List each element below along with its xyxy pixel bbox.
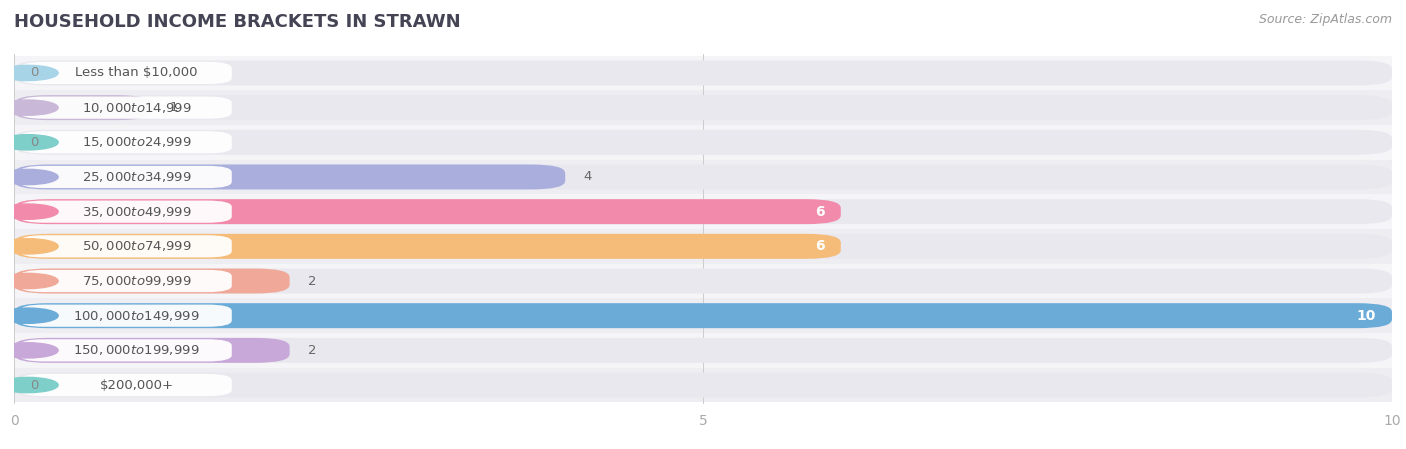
Text: 6: 6 bbox=[814, 205, 824, 219]
Text: 10: 10 bbox=[1355, 308, 1375, 323]
Circle shape bbox=[0, 204, 58, 219]
FancyBboxPatch shape bbox=[14, 303, 1392, 328]
FancyBboxPatch shape bbox=[14, 229, 1392, 264]
FancyBboxPatch shape bbox=[14, 234, 841, 259]
Circle shape bbox=[0, 239, 58, 254]
FancyBboxPatch shape bbox=[20, 235, 232, 257]
FancyBboxPatch shape bbox=[14, 199, 1392, 224]
Text: Less than $10,000: Less than $10,000 bbox=[76, 66, 198, 79]
Circle shape bbox=[0, 378, 58, 393]
Text: $200,000+: $200,000+ bbox=[100, 379, 174, 392]
Text: $25,000 to $34,999: $25,000 to $34,999 bbox=[82, 170, 191, 184]
FancyBboxPatch shape bbox=[14, 338, 290, 363]
FancyBboxPatch shape bbox=[20, 97, 232, 119]
Text: 4: 4 bbox=[583, 171, 592, 184]
FancyBboxPatch shape bbox=[20, 62, 232, 84]
FancyBboxPatch shape bbox=[14, 303, 1392, 328]
FancyBboxPatch shape bbox=[20, 304, 232, 327]
FancyBboxPatch shape bbox=[14, 61, 1392, 85]
Circle shape bbox=[0, 169, 58, 185]
FancyBboxPatch shape bbox=[14, 125, 1392, 160]
Text: 6: 6 bbox=[814, 239, 824, 253]
FancyBboxPatch shape bbox=[14, 234, 1392, 259]
FancyBboxPatch shape bbox=[14, 199, 841, 224]
Text: $150,000 to $199,999: $150,000 to $199,999 bbox=[73, 343, 200, 357]
Text: $75,000 to $99,999: $75,000 to $99,999 bbox=[82, 274, 191, 288]
FancyBboxPatch shape bbox=[14, 90, 1392, 125]
FancyBboxPatch shape bbox=[20, 201, 232, 223]
FancyBboxPatch shape bbox=[14, 298, 1392, 333]
Circle shape bbox=[0, 65, 58, 80]
Circle shape bbox=[0, 135, 58, 150]
FancyBboxPatch shape bbox=[14, 95, 1392, 120]
Text: 2: 2 bbox=[308, 274, 316, 287]
Circle shape bbox=[0, 100, 58, 115]
Text: HOUSEHOLD INCOME BRACKETS IN STRAWN: HOUSEHOLD INCOME BRACKETS IN STRAWN bbox=[14, 13, 461, 31]
FancyBboxPatch shape bbox=[14, 130, 1392, 155]
Text: 0: 0 bbox=[31, 66, 39, 79]
FancyBboxPatch shape bbox=[20, 374, 232, 396]
FancyBboxPatch shape bbox=[14, 56, 1392, 90]
Circle shape bbox=[0, 343, 58, 358]
FancyBboxPatch shape bbox=[14, 95, 152, 120]
FancyBboxPatch shape bbox=[20, 166, 232, 188]
FancyBboxPatch shape bbox=[20, 131, 232, 154]
FancyBboxPatch shape bbox=[20, 339, 232, 361]
Text: 1: 1 bbox=[170, 101, 179, 114]
Text: 2: 2 bbox=[308, 344, 316, 357]
FancyBboxPatch shape bbox=[14, 333, 1392, 368]
FancyBboxPatch shape bbox=[20, 270, 232, 292]
Text: $10,000 to $14,999: $10,000 to $14,999 bbox=[82, 101, 191, 114]
FancyBboxPatch shape bbox=[14, 269, 1392, 294]
FancyBboxPatch shape bbox=[14, 338, 1392, 363]
FancyBboxPatch shape bbox=[14, 269, 290, 294]
FancyBboxPatch shape bbox=[14, 160, 1392, 194]
Text: $100,000 to $149,999: $100,000 to $149,999 bbox=[73, 308, 200, 323]
Circle shape bbox=[0, 273, 58, 289]
FancyBboxPatch shape bbox=[14, 164, 1392, 189]
Text: 0: 0 bbox=[31, 136, 39, 149]
Circle shape bbox=[0, 308, 58, 323]
FancyBboxPatch shape bbox=[14, 368, 1392, 402]
Text: $15,000 to $24,999: $15,000 to $24,999 bbox=[82, 135, 191, 150]
Text: 0: 0 bbox=[31, 379, 39, 392]
FancyBboxPatch shape bbox=[14, 164, 565, 189]
FancyBboxPatch shape bbox=[14, 194, 1392, 229]
FancyBboxPatch shape bbox=[14, 373, 1392, 397]
Text: Source: ZipAtlas.com: Source: ZipAtlas.com bbox=[1258, 13, 1392, 26]
Text: $50,000 to $74,999: $50,000 to $74,999 bbox=[82, 239, 191, 253]
FancyBboxPatch shape bbox=[14, 264, 1392, 298]
Text: $35,000 to $49,999: $35,000 to $49,999 bbox=[82, 205, 191, 219]
